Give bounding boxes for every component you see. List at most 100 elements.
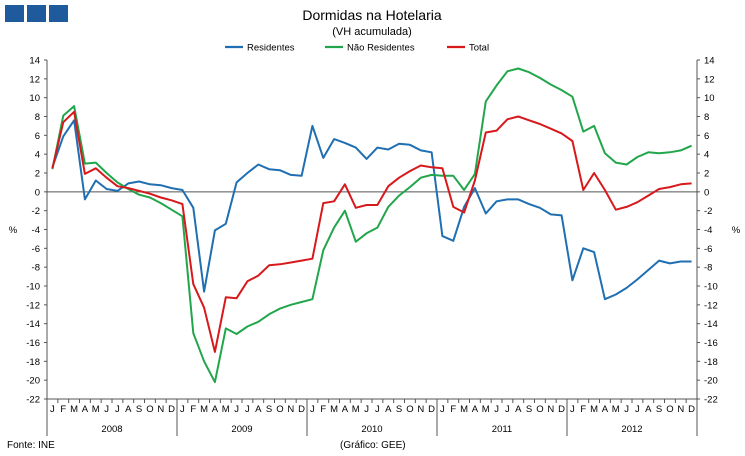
x-tick-label: J	[180, 404, 185, 415]
x-tick-label: F	[450, 404, 456, 415]
y-tick-label-left: -20	[26, 376, 40, 387]
x-tick-label: O	[146, 404, 153, 415]
x-tick-label: J	[570, 404, 575, 415]
y-tick-label-left: -6	[32, 244, 40, 255]
x-tick-label: J	[245, 404, 250, 415]
y-tick-label-right: 10	[704, 93, 715, 104]
y-tick-label-right: -12	[704, 300, 718, 311]
x-tick-label: J	[310, 404, 315, 415]
x-tick-label: A	[515, 404, 522, 415]
x-tick-label: D	[168, 404, 175, 415]
y-tick-label-left: 4	[35, 150, 40, 161]
logo-block	[5, 5, 24, 22]
y-tick-label-right: -10	[704, 282, 718, 293]
x-tick-label: J	[635, 404, 640, 415]
gee-logo	[5, 5, 68, 22]
x-tick-label: A	[602, 404, 609, 415]
x-tick-label: F	[320, 404, 326, 415]
x-tick-label: A	[385, 404, 392, 415]
source-note: Fonte: INE	[7, 440, 55, 451]
x-tick-label: A	[125, 404, 132, 415]
x-tick-label: F	[190, 404, 196, 415]
x-tick-label: M	[330, 404, 338, 415]
y-tick-label-left: -22	[26, 395, 40, 406]
x-tick-label: O	[276, 404, 283, 415]
y-tick-label-right: -18	[704, 357, 718, 368]
y-tick-label-left: -16	[26, 338, 40, 349]
x-tick-label: F	[60, 404, 66, 415]
y-tick-label-right: -2	[704, 206, 712, 217]
y-tick-label-left: 14	[29, 56, 40, 67]
legend-label: Residentes	[247, 43, 295, 54]
x-tick-label: S	[526, 404, 532, 415]
x-tick-label: J	[104, 404, 109, 415]
x-tick-label: M	[460, 404, 468, 415]
y-tick-label-left: 8	[35, 112, 40, 123]
legend-label: Total	[469, 43, 489, 54]
x-tick-label: M	[70, 404, 78, 415]
series-line-n-o-residentes	[51, 67, 692, 384]
series-line-total	[51, 110, 692, 353]
y-tick-label-right: 0	[704, 187, 709, 198]
y-tick-label-left: -4	[32, 225, 40, 236]
x-tick-label: J	[505, 404, 510, 415]
y-axis-label-right: %	[732, 225, 741, 236]
x-tick-label: M	[590, 404, 598, 415]
x-tick-label: N	[287, 404, 294, 415]
x-tick-label: S	[656, 404, 662, 415]
y-tick-label-right: -20	[704, 376, 718, 387]
x-tick-label: M	[200, 404, 208, 415]
y-tick-label-right: -8	[704, 263, 712, 274]
chart-subtitle: (VH acumulada)	[332, 26, 411, 38]
x-tick-label: A	[472, 404, 479, 415]
x-tick-label: S	[396, 404, 402, 415]
x-tick-label: J	[234, 404, 239, 415]
x-tick-label: N	[157, 404, 164, 415]
x-tick-label: F	[580, 404, 586, 415]
y-tick-label-right: -4	[704, 225, 712, 236]
x-tick-label: S	[136, 404, 142, 415]
x-tick-label: O	[666, 404, 673, 415]
series-line-residentes	[51, 119, 692, 301]
x-tick-label: A	[255, 404, 262, 415]
legend: Residentes Não Residentes Total	[225, 43, 489, 54]
y-tick-label-left: 12	[29, 74, 40, 85]
x-tick-label: S	[266, 404, 272, 415]
x-tick-label: D	[688, 404, 695, 415]
logo-block	[49, 5, 68, 22]
x-tick-label: D	[298, 404, 305, 415]
x-tick-label: A	[212, 404, 219, 415]
year-label: 2008	[101, 424, 122, 435]
year-label: 2011	[492, 424, 512, 435]
y-tick-label-right: -22	[704, 395, 718, 406]
x-tick-label: J	[364, 404, 369, 415]
y-tick-label-right: 14	[704, 56, 715, 67]
y-tick-label-left: 6	[35, 131, 40, 142]
x-tick-label: M	[92, 404, 100, 415]
y-tick-label-left: 10	[29, 93, 40, 104]
y-tick-label-right: 6	[704, 131, 709, 142]
x-tick-label: J	[494, 404, 499, 415]
y-tick-label-left: -14	[26, 319, 40, 330]
x-tick-label: J	[440, 404, 445, 415]
y-tick-label-left: -8	[32, 263, 40, 274]
x-tick-label: M	[482, 404, 490, 415]
x-tick-label: M	[222, 404, 230, 415]
x-tick-label: A	[342, 404, 349, 415]
x-tick-label: D	[558, 404, 565, 415]
y-tick-label-right: -6	[704, 244, 712, 255]
x-tick-label: M	[352, 404, 360, 415]
x-tick-label: O	[536, 404, 543, 415]
x-tick-label: A	[645, 404, 652, 415]
x-tick-label: J	[375, 404, 380, 415]
x-tick-label: N	[547, 404, 554, 415]
y-tick-label-left: 2	[35, 169, 40, 180]
x-tick-label: J	[115, 404, 120, 415]
y-tick-label-right: 2	[704, 169, 709, 180]
y-tick-label-right: 8	[704, 112, 709, 123]
y-tick-label-right: 4	[704, 150, 709, 161]
year-label: 2009	[231, 424, 252, 435]
y-tick-label-right: -14	[704, 319, 718, 330]
legend-label: Não Residentes	[347, 43, 415, 54]
